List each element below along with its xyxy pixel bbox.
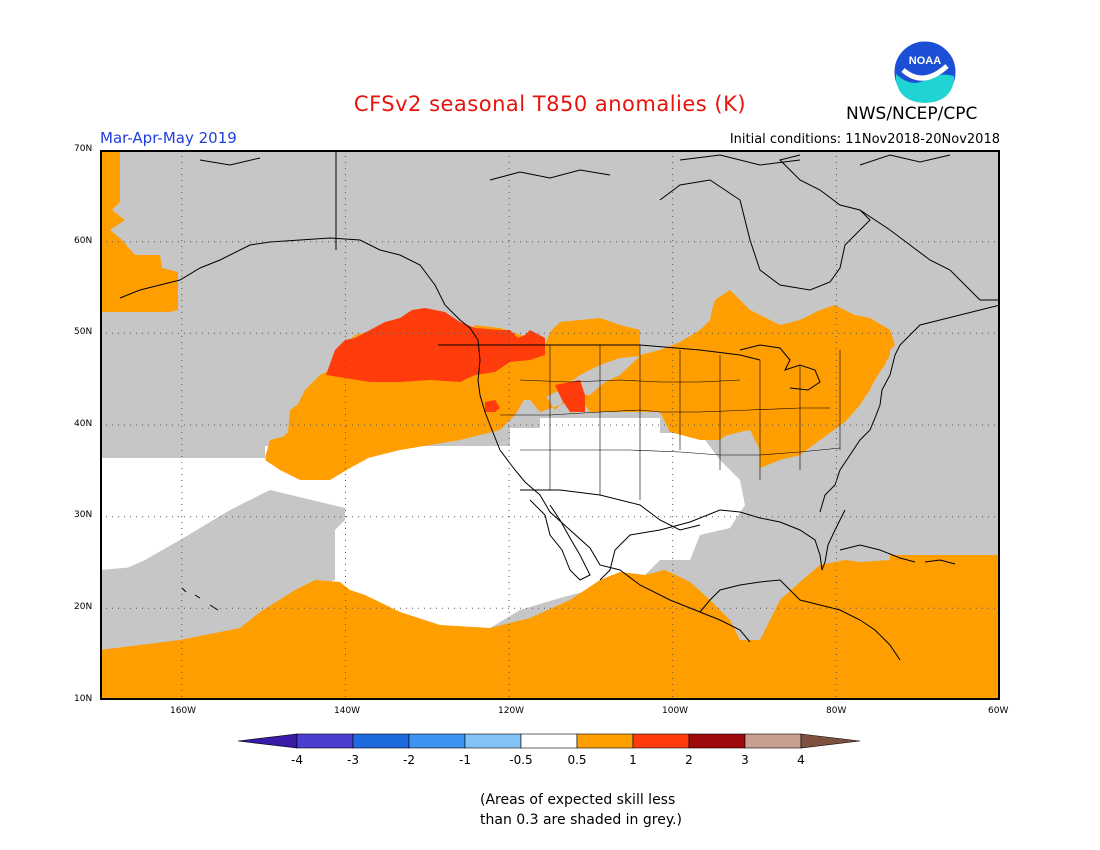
legend-swatch: [296, 733, 354, 749]
legend-swatch: [464, 733, 522, 749]
strong-warm-anomaly-area: [485, 400, 500, 412]
lat-label: 20N: [74, 602, 93, 612]
noaa-logo: NOAA: [893, 40, 957, 104]
lat-label: 40N: [74, 419, 93, 429]
legend-swatch: [632, 733, 690, 749]
strong-warm-anomaly-area: [326, 308, 545, 382]
legend-swatch: [800, 733, 861, 749]
legend-label: 2: [685, 753, 693, 767]
political-borders: [500, 345, 841, 500]
lat-label: 60N: [74, 236, 93, 246]
lat-label: 30N: [74, 510, 93, 520]
legend-label: -1: [459, 753, 471, 767]
legend-swatch: [688, 733, 746, 749]
lat-label: 10N: [74, 694, 93, 704]
legend-swatch: [352, 733, 410, 749]
graticule: [100, 150, 1000, 700]
warm-anomaly-area: [100, 555, 1000, 700]
coastlines: [119, 150, 1000, 661]
forecast-period: Mar-Apr-May 2019: [100, 129, 237, 147]
map-frame: [100, 150, 1000, 700]
warm-anomaly-area: [640, 290, 845, 437]
legend-label: -2: [403, 753, 415, 767]
lat-label: 70N: [74, 144, 93, 154]
legend-swatch: [238, 733, 298, 749]
legend-label: 4: [797, 753, 805, 767]
legend-label: 3: [741, 753, 749, 767]
map-title: CFSv2 seasonal T850 anomalies (K): [353, 92, 747, 116]
grey-low-skill-area: [100, 490, 345, 645]
legend-swatch: [520, 733, 578, 749]
lon-label: 160W: [170, 706, 197, 716]
lon-label: 80W: [826, 706, 847, 716]
color-legend: -4 -3 -2 -1 -0.5 0.5 1 2 3 4: [238, 733, 861, 767]
anomaly-map: [100, 150, 1000, 700]
lon-label: 120W: [498, 706, 525, 716]
legend-label: -3: [347, 753, 359, 767]
legend-label: 0.5: [567, 753, 586, 767]
legend-label: 1: [629, 753, 637, 767]
lat-label: 50N: [74, 327, 93, 337]
strong-warm-anomaly-area: [555, 380, 585, 412]
skill-note-line: than 0.3 are shaded in grey.): [480, 812, 683, 828]
legend-swatch: [576, 733, 634, 749]
skill-note-line: (Areas of expected skill less: [480, 792, 676, 808]
legend-swatch: [408, 733, 466, 749]
logo-text: NOAA: [909, 55, 941, 67]
warm-anomaly-area: [100, 150, 178, 312]
lon-label: 100W: [662, 706, 689, 716]
legend-label: -4: [291, 753, 303, 767]
lon-label: 60W: [988, 706, 1009, 716]
legend-swatch: [744, 733, 802, 749]
initial-conditions: Initial conditions: 11Nov2018-20Nov2018: [729, 132, 1000, 147]
skill-note: (Areas of expected skill less than 0.3 a…: [480, 790, 682, 830]
organization-label: NWS/NCEP/CPC: [846, 104, 978, 124]
legend-label: -0.5: [509, 753, 532, 767]
lon-label: 140W: [334, 706, 361, 716]
